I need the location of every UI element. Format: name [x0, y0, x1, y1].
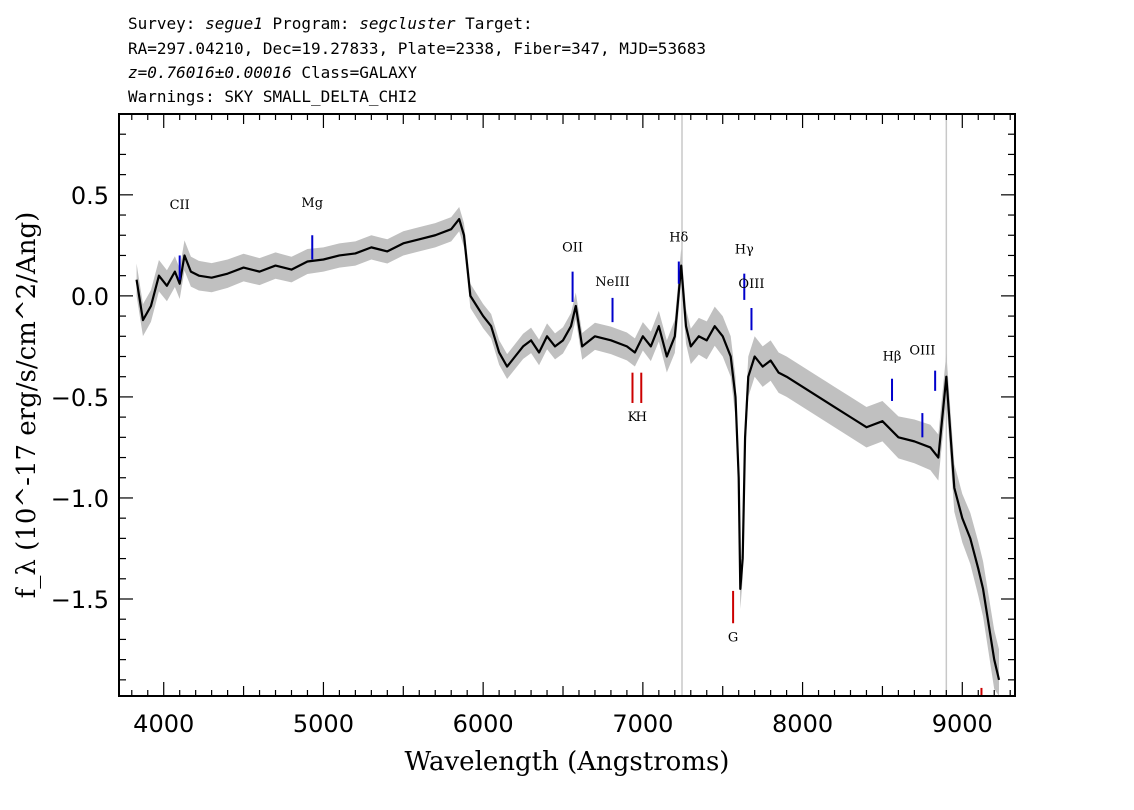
x-tick-label: 4000 [133, 710, 194, 738]
y-tick-label: −1.0 [51, 485, 109, 513]
x-tick-label: 8000 [772, 710, 833, 738]
error-band-area [136, 206, 1000, 697]
header-line-survey: Survey: segue1 Program: segcluster Targe… [128, 14, 533, 33]
line-marker-label: Hδ [669, 230, 688, 245]
x-tick-label: 5000 [293, 710, 354, 738]
x-axis-label: Wavelength (Angstroms) [405, 747, 730, 777]
y-tick-label: −1.5 [51, 586, 109, 614]
header-line-redshift: z=0.76016±0.00016 Class=GALAXY [128, 63, 417, 82]
line-marker-label: Mg [301, 196, 323, 211]
error-band [136, 206, 1000, 697]
y-axis: 0.5 0.0 −0.5 −1.0 −1.5 [51, 133, 1015, 681]
y-tick-label: 0.0 [71, 283, 109, 311]
header-line-warnings: Warnings: SKY SMALL_DELTA_CHI2 [128, 87, 417, 106]
line-marker-label: NeIII [595, 275, 629, 290]
flux-line [135, 217, 1001, 681]
line-marker-label: Hβ [883, 350, 902, 365]
x-tick-label: 9000 [932, 710, 993, 738]
header-line-coordinates: RA=297.04210, Dec=19.27833, Plate=2338, … [128, 39, 706, 58]
line-marker-label: G [728, 630, 738, 645]
x-axis: 4000 5000 6000 7000 8000 9000 [131, 114, 1011, 738]
flux-series [135, 217, 1001, 681]
line-markers: CII Mg OII NeIII Hδ Hγ OIII Hβ OIII KH G [170, 196, 983, 696]
line-marker-label: Hγ [735, 242, 754, 257]
x-tick-label: 6000 [453, 710, 514, 738]
line-marker-label: OIII [738, 277, 764, 292]
y-axis-label: f_λ (10^-17 erg/s/cm^2/Ang) [12, 212, 42, 598]
y-tick-label: 0.5 [71, 182, 109, 210]
x-tick-label: 7000 [612, 710, 673, 738]
line-marker-label: OIII [909, 343, 935, 358]
line-marker-label: H [636, 410, 647, 425]
line-marker-label: OII [562, 240, 583, 255]
line-marker-label: CII [170, 198, 190, 213]
header: Survey: segue1 Program: segcluster Targe… [128, 14, 706, 106]
plot-frame [118, 113, 1016, 697]
line-marker-label: K [628, 410, 638, 425]
y-tick-label: −0.5 [51, 384, 109, 412]
sky-lines [681, 114, 948, 696]
